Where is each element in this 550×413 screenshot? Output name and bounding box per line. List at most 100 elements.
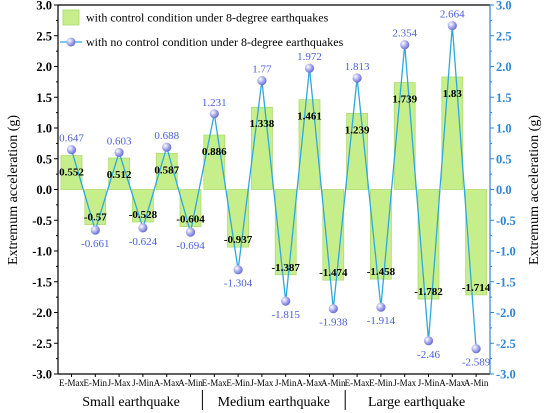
line-value-label: -0.624 (129, 236, 158, 248)
bar-value-label: -0.57 (84, 212, 107, 224)
series-line (70, 25, 477, 349)
y-axis-title-right: Extremum acceleration (g) (527, 115, 542, 265)
x-category-label: A-Max (154, 378, 180, 388)
y-tick-label-right: -2.5 (496, 337, 516, 351)
legend-line-label: with no control condition under 8-degree… (86, 35, 344, 49)
y-tick-label-right: 0.5 (496, 152, 512, 166)
y-tick-label-left: -2.0 (32, 306, 52, 320)
line-value-label: 0.688 (154, 130, 179, 142)
legend-line-marker (66, 37, 76, 47)
y-tick-label-left: -1.0 (32, 245, 52, 259)
y-tick-label-right: -1.5 (496, 275, 516, 289)
line-value-label: -1.938 (319, 317, 348, 329)
line-value-label: -2.589 (462, 357, 491, 369)
bar-value-label: 0.886 (202, 146, 227, 158)
line-point (185, 227, 196, 237)
y-tick-label-right: -0.5 (496, 214, 516, 228)
line-point (90, 225, 100, 235)
y-tick-label-left: 3.0 (36, 0, 52, 13)
line-value-label: -2.46 (417, 349, 440, 361)
bar-value-label: -1.782 (414, 286, 443, 298)
y-tick-label-right: -1.0 (496, 245, 516, 259)
bar-value-label: 1.239 (345, 124, 370, 136)
line-value-label: 1.231 (202, 97, 227, 109)
line-value-label: 1.813 (345, 61, 370, 73)
line-value-label: 0.603 (107, 135, 132, 147)
bar-value-label: -0.937 (224, 234, 253, 246)
line-point (233, 265, 243, 275)
bar-value-label: -1.714 (462, 282, 491, 294)
bar (179, 189, 202, 227)
line-value-label: 2.664 (440, 9, 465, 21)
line-point (304, 63, 315, 73)
line-point (138, 223, 148, 233)
y-tick-label-left: 2.5 (36, 29, 52, 43)
x-category-label: A-Min (464, 378, 489, 388)
x-group-label: Medium earthquake (218, 395, 330, 410)
y-tick-label-left: -1.5 (32, 275, 52, 289)
bar-value-label: 0.552 (59, 167, 84, 179)
axis-ticks: -3.0 -3.0 -2.5 -2.5 -2.0 -2.0 -1.5 -1.5 -1.0 -1.0… (32, 0, 516, 382)
y-tick-label-left: 1.0 (36, 122, 52, 136)
bar (465, 189, 487, 296)
x-category-label: A-Max (297, 378, 323, 388)
x-category-label: J-Max (108, 378, 131, 388)
bar-value-label: 0.512 (107, 169, 132, 181)
y-axis-title: Extremum acceleration (g) (6, 115, 21, 265)
legend: with control condition under 8-degree ea… (60, 9, 344, 49)
y-tick-label-left: -0.5 (32, 214, 52, 228)
x-category-label: A-Min (321, 378, 346, 388)
line-point (66, 145, 77, 155)
y-tick-label-right: 2.5 (496, 29, 512, 43)
y-tick-label-right: 2.0 (496, 60, 512, 74)
x-category-label: E-Min (84, 378, 108, 388)
line-point (114, 147, 124, 158)
y-tick-label-left: 2.0 (36, 60, 52, 74)
legend-bar-swatch (62, 9, 80, 26)
y-tick-label-left: 1.5 (36, 91, 52, 105)
x-group-label: Small earthquake (82, 395, 180, 410)
line-point (352, 73, 362, 83)
x-category-label: J-Max (250, 378, 273, 388)
line-point (209, 109, 219, 119)
y-tick-label-right: 3.0 (496, 0, 512, 13)
x-category-label: J-Min (132, 378, 154, 388)
bar-value-label: -0.528 (129, 209, 158, 221)
y-tick-label-left: -2.5 (32, 337, 52, 351)
x-category-label: J-Min (418, 378, 440, 388)
line-value-label: 0.647 (59, 133, 84, 145)
bar-value-label: -1.474 (319, 267, 348, 279)
line-point (257, 76, 267, 86)
line-value-label: -0.694 (176, 240, 205, 252)
line-point (162, 142, 172, 152)
line-value-label: -1.815 (271, 309, 300, 321)
y-tick-label-left: -3.0 (32, 368, 52, 382)
y-tick-label-right: -3.0 (496, 368, 516, 382)
bar-value-label: -1.387 (271, 262, 300, 274)
x-category-label: E-Max (59, 378, 84, 388)
bar-value-label: -0.604 (176, 214, 205, 226)
line-value-label: -0.661 (81, 238, 109, 250)
x-category-label: E-Min (226, 378, 250, 388)
bar-value-label: 1.739 (392, 94, 417, 106)
line-point (328, 304, 338, 314)
line-point (447, 21, 457, 31)
line-value-label: 2.354 (392, 28, 417, 40)
line-value-label: -1.914 (367, 315, 396, 327)
y-tick-label-left: 0.0 (36, 183, 52, 197)
line-series (66, 21, 481, 354)
y-tick-label-left: 0.5 (36, 152, 52, 166)
x-group-label: Large earthquake (368, 395, 465, 410)
line-point (423, 336, 434, 346)
x-category-label: E-Max (345, 378, 370, 388)
line-value-label: 1.972 (297, 51, 322, 63)
line-point (376, 302, 386, 312)
x-category-label: J-Min (275, 378, 297, 388)
y-tick-label-right: 0.0 (496, 183, 512, 197)
x-category-label: E-Min (369, 378, 393, 388)
bar (155, 153, 178, 190)
x-category-label: J-Max (393, 378, 416, 388)
x-group-labels: Small earthquake Medium earthquake Large e… (82, 390, 465, 410)
